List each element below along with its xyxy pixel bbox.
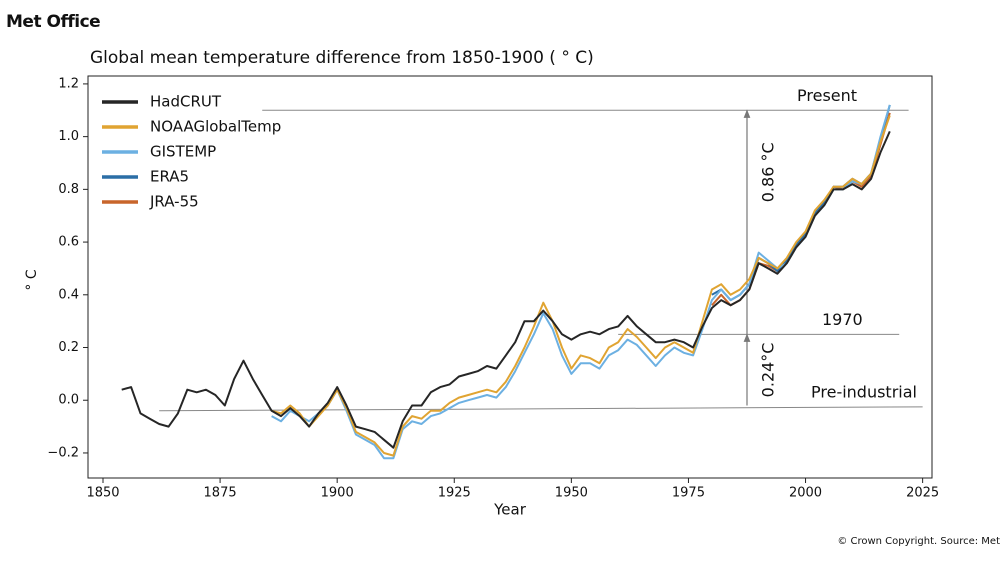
legend-label: NOAAGlobalTemp: [150, 118, 281, 136]
y-tick-label: 0.0: [58, 393, 79, 408]
x-tick-label: 1925: [438, 486, 471, 501]
credit: © Crown Copyright. Source: Met: [837, 536, 1000, 547]
y-tick-label: 0.8: [58, 182, 79, 197]
arrow-label: 0.24°C: [758, 343, 777, 398]
reference-line: [159, 406, 923, 412]
reference-label: Pre-industrial: [811, 382, 917, 401]
legend-label: HadCRUT: [150, 93, 222, 111]
plot-frame: [87, 75, 933, 479]
x-tick-label: 1875: [204, 486, 237, 501]
series-line: [271, 115, 891, 457]
reference-label: Present: [797, 86, 857, 105]
x-tick-label: 1850: [86, 486, 119, 501]
series-line: [121, 130, 891, 449]
brand: Met Office: [6, 12, 100, 32]
chart-title: Global mean temperature difference from …: [90, 48, 594, 68]
y-tick-label: 0.4: [58, 287, 79, 302]
y-tick-label: 1.0: [58, 129, 79, 144]
legend-label: JRA-55: [149, 193, 199, 211]
arrow-label: 0.86 °C: [758, 142, 777, 202]
x-tick-label: 1975: [672, 486, 705, 501]
y-tick-label: 0.6: [58, 235, 79, 250]
reference-label: 1970: [822, 310, 863, 329]
series-line: [711, 112, 891, 307]
x-tick-label: 2025: [906, 486, 939, 501]
x-tick-label: 2000: [789, 486, 822, 501]
series-line: [711, 104, 891, 302]
series-line: [271, 104, 891, 460]
x-tick-label: 1950: [555, 486, 588, 501]
x-tick-label: 1900: [321, 486, 354, 501]
legend-label: GISTEMP: [150, 143, 216, 161]
y-tick-label: −0.2: [47, 445, 79, 460]
x-axis-label: Year: [493, 501, 527, 519]
y-axis-label: ° C: [24, 269, 40, 290]
legend-label: ERA5: [150, 168, 189, 186]
y-tick-label: 1.2: [58, 76, 79, 91]
y-tick-label: 0.2: [58, 340, 79, 355]
